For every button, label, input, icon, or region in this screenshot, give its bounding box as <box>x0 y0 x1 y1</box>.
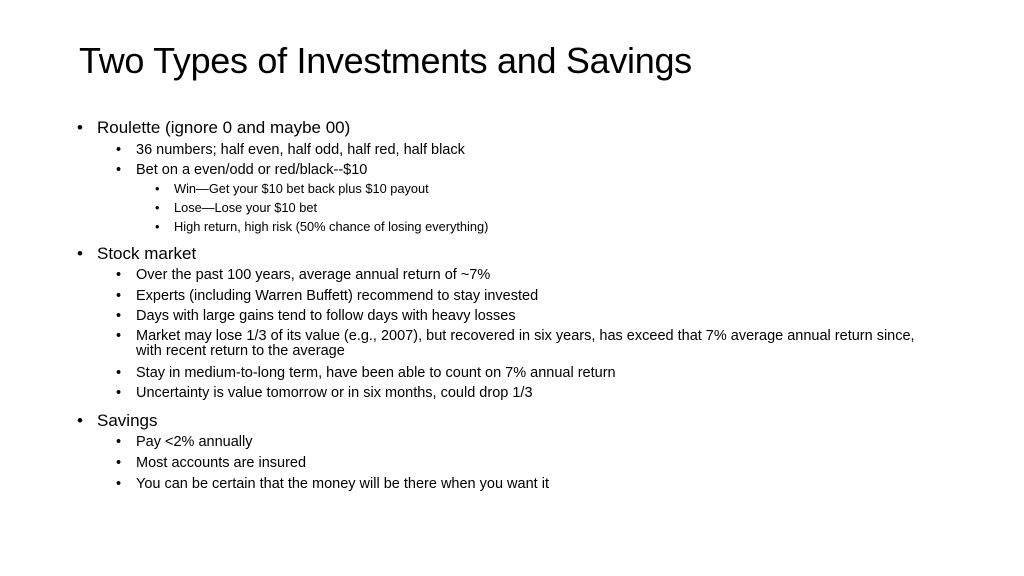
bullet-text: 36 numbers; half even, half odd, half re… <box>136 142 465 158</box>
bullet-text: Win—Get your $10 bet back plus $10 payou… <box>174 181 429 196</box>
bullet-marker: • <box>116 162 122 178</box>
bullet-marker: • <box>116 476 122 492</box>
bullet-savings: • Savings <box>77 411 158 430</box>
bullet-marker: • <box>116 455 122 471</box>
bullet-marker: • <box>116 385 122 401</box>
bullet-text: High return, high risk (50% chance of lo… <box>174 219 489 234</box>
bullet-item: • You can be certain that the money will … <box>116 476 549 492</box>
bullet-marker: • <box>77 411 83 430</box>
bullet-item: • Days with large gains tend to follow da… <box>116 308 516 324</box>
bullet-stock-market: • Stock market <box>77 244 197 263</box>
bullet-item: • Most accounts are insured <box>116 455 307 471</box>
bullet-subitem: • High return, high risk (50% chance of l… <box>155 219 489 234</box>
bullet-item: • 36 numbers; half even, half odd, half r… <box>116 142 465 158</box>
bullet-marker: • <box>77 244 83 263</box>
bullet-text: Days with large gains tend to follow day… <box>136 308 516 324</box>
bullet-item: • Bet on a even/odd or red/black--$10 <box>116 162 368 178</box>
bullet-text: Over the past 100 years, average annual … <box>136 267 491 283</box>
bullet-text: Market may lose 1/3 of its value (e.g., … <box>136 328 915 359</box>
bullet-text: Uncertainty is value tomorrow or in six … <box>136 385 533 401</box>
bullet-text: Stay in medium-to-long term, have been a… <box>136 365 616 381</box>
bullet-item: • Over the past 100 years, average annual… <box>116 267 491 283</box>
bullet-marker: • <box>116 434 122 450</box>
bullet-marker: • <box>116 267 122 283</box>
bullet-text: Lose—Lose your $10 bet <box>174 200 317 215</box>
bullet-text: Experts (including Warren Buffett) recom… <box>136 288 539 304</box>
bullet-text: Most accounts are insured <box>136 455 307 471</box>
bullet-marker: • <box>155 219 160 234</box>
bullet-roulette: • Roulette (ignore 0 and maybe 00) <box>77 118 351 137</box>
bullet-text: Bet on a even/odd or red/black--$10 <box>136 162 368 178</box>
bullet-item: • Uncertainty is value tomorrow or in six… <box>116 385 533 401</box>
bullet-subitem: • Win—Get your $10 bet back plus $10 payo… <box>155 181 429 196</box>
bullet-marker: • <box>116 308 122 324</box>
bullet-text: Savings <box>97 411 158 430</box>
bullet-marker: • <box>155 200 160 215</box>
bullet-marker: • <box>116 328 122 344</box>
bullet-text: Stock market <box>97 244 197 263</box>
slide-title: Two Types of Investments and Savings <box>79 40 692 81</box>
bullet-marker: • <box>155 181 160 196</box>
bullet-text: Roulette (ignore 0 and maybe 00) <box>97 118 351 137</box>
bullet-text: You can be certain that the money will b… <box>136 476 549 492</box>
bullet-item: • Stay in medium-to-long term, have been … <box>116 365 616 381</box>
bullet-item: • Market may lose 1/3 of its value (e.g.,… <box>116 328 926 359</box>
bullet-marker: • <box>116 142 122 158</box>
bullet-item: • Experts (including Warren Buffett) reco… <box>116 288 539 304</box>
bullet-marker: • <box>77 118 83 137</box>
bullet-item: • Pay <2% annually <box>116 434 253 450</box>
bullet-text: Pay <2% annually <box>136 434 253 450</box>
bullet-subitem: • Lose—Lose your $10 bet <box>155 200 317 215</box>
bullet-marker: • <box>116 365 122 381</box>
bullet-marker: • <box>116 288 122 304</box>
